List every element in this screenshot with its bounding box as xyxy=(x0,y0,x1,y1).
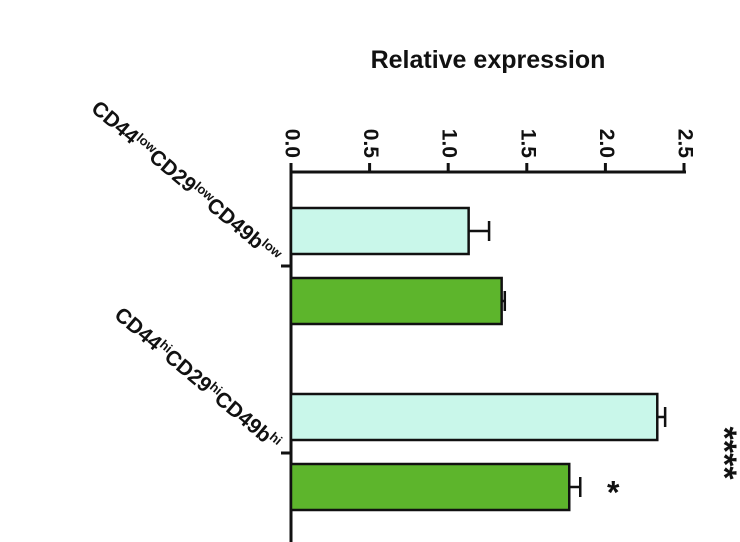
x-tick-label: 1.5 xyxy=(516,129,539,159)
x-tick-label: 0.5 xyxy=(359,129,382,159)
x-tick-label: 1.0 xyxy=(438,129,461,158)
bar xyxy=(289,206,470,256)
x-tick-label: 2.5 xyxy=(673,129,696,159)
annotation: **** xyxy=(705,427,740,481)
error-bar xyxy=(657,407,667,427)
category-part: CD49b xyxy=(202,194,268,254)
annotation: * xyxy=(607,474,620,510)
error-bar xyxy=(569,477,582,497)
bar xyxy=(289,276,503,326)
error-bar xyxy=(468,221,491,241)
category-label: CD44lowCD29lowCD49blow xyxy=(87,96,286,269)
category-part: CD49b xyxy=(210,387,276,447)
x-tick-label: 0.0 xyxy=(280,129,303,158)
axis-label: Relative expression xyxy=(371,46,606,74)
bar xyxy=(289,462,571,512)
bar xyxy=(289,392,659,442)
category-label: CD44hiCD29hiCD49bhi xyxy=(110,302,285,454)
error-bar xyxy=(501,291,507,311)
x-tick-label: 2.0 xyxy=(595,129,618,158)
